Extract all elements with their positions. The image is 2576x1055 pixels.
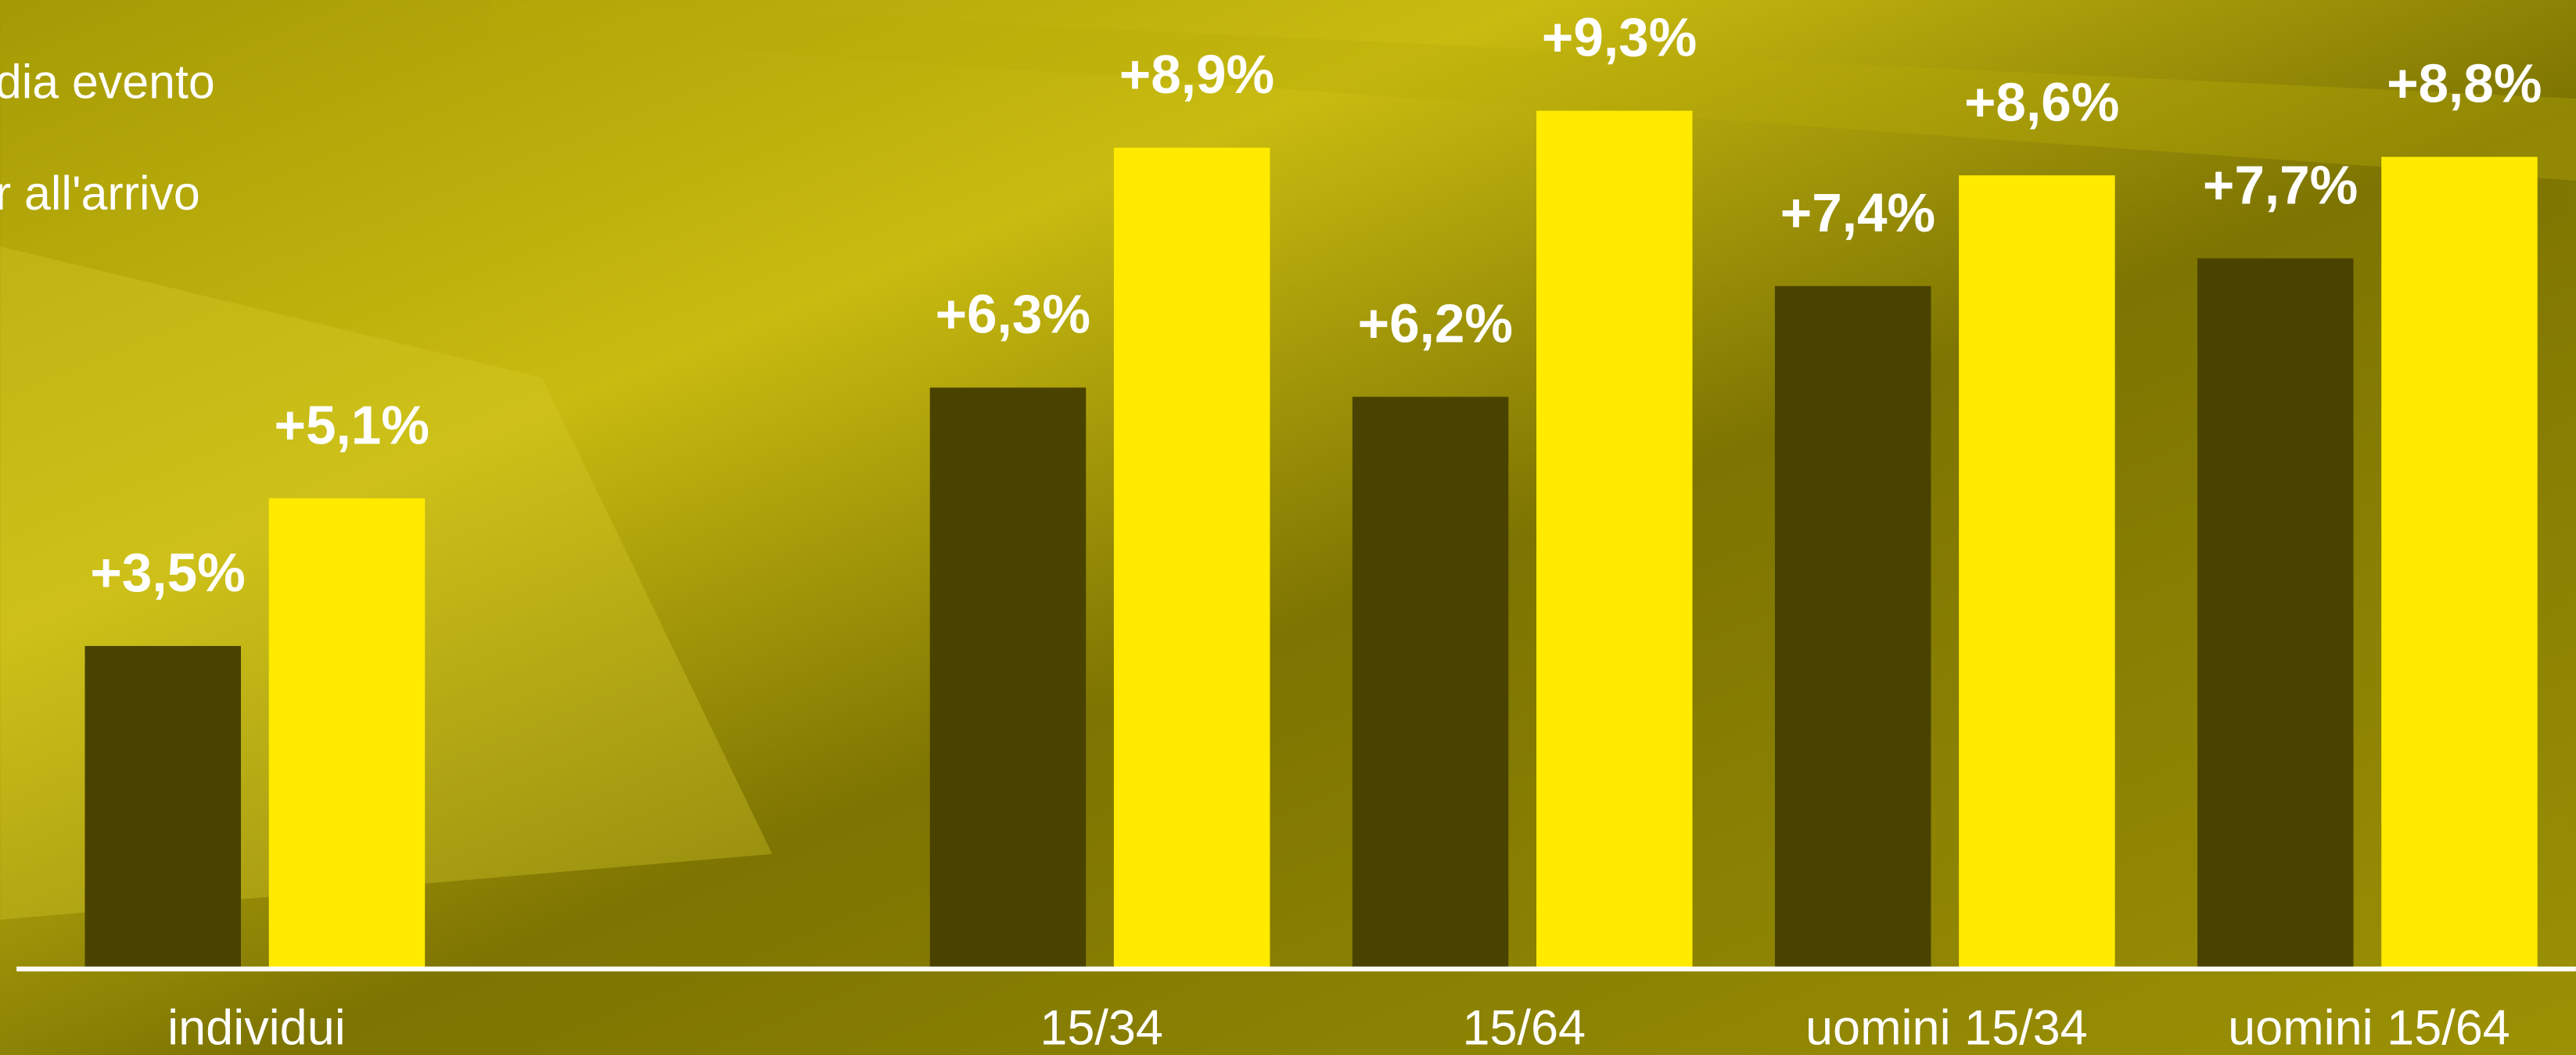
value-label: +5,1%: [275, 394, 429, 455]
legend-label: r all'arrivo: [0, 167, 200, 220]
bar: [1113, 147, 1270, 969]
value-label: +6,3%: [936, 284, 1090, 345]
x-tick-label: individui: [167, 1000, 346, 1055]
legend-label: dia evento: [0, 55, 215, 108]
value-label: +6,2%: [1358, 292, 1513, 353]
value-label: +7,4%: [1780, 182, 1935, 243]
x-tick-label: 15/34: [1040, 1000, 1163, 1055]
bar: [84, 645, 241, 969]
value-label: +7,7%: [2203, 154, 2358, 215]
plot-area: dia evento r all'arrivo individui +3,5% +5,1…: [0, 7, 2542, 1055]
bar: [929, 387, 1087, 969]
value-label: +9,3%: [1542, 7, 1697, 68]
bar: [1352, 397, 1509, 969]
road-line: [493, 0, 2576, 181]
bar: [1774, 285, 1931, 969]
bar: [1536, 110, 1693, 969]
value-label: +8,9%: [1119, 44, 1274, 105]
x-tick-label: uomini 15/34: [1805, 1000, 2088, 1055]
value-label: +8,8%: [2387, 53, 2542, 114]
value-label: +3,5%: [90, 542, 245, 603]
bar: [2197, 258, 2354, 969]
bar: [2381, 156, 2538, 969]
bar: [268, 498, 426, 969]
bar: [1959, 175, 2115, 969]
value-label: +8,6%: [1964, 71, 2119, 132]
x-tick-label: uomini 15/64: [2228, 1000, 2510, 1055]
x-tick-label: 15/64: [1462, 1000, 1586, 1055]
